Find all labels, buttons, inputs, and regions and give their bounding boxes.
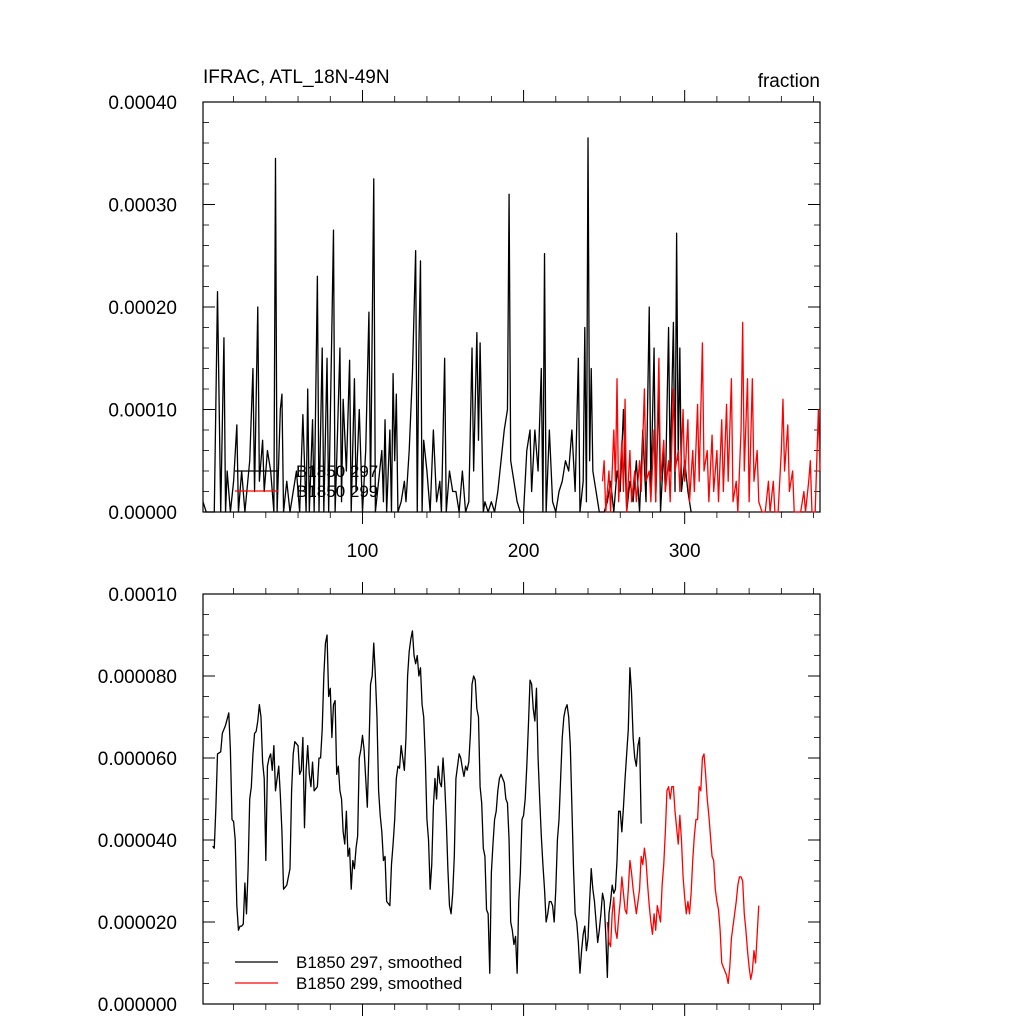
legend-label-b1850-297: B1850 297 [296,462,378,481]
y-tick-label: 0.000040 [98,831,177,852]
plot-frame-bottom [202,593,821,1005]
series-group-top [202,137,821,513]
x-tick-label: 200 [508,541,540,562]
axis-ticks-bottom: 0.000000 0.000020 0.000040 0.000060 0.000080… [98,582,820,1016]
y-tick-label: 0.000060 [98,749,177,770]
y-tick-label: 0.000080 [98,667,177,688]
y-tick-label: 0.00010 [108,401,177,422]
series-line-b1850-297 [202,137,692,513]
units-label: fraction [758,71,820,92]
legend-label-b1850-297-smoothed: B1850 297, smoothed [296,953,462,972]
y-tick-label: 0.00040 [108,93,177,114]
x-tick-label: 300 [669,541,701,562]
series-line-b1850-299 [601,321,821,513]
axis-ticks-top: 0.00000 0.00010 0.00020 0.00030 0.00040 100 20… [108,90,820,562]
legend-label-b1850-299-smoothed: B1850 299, smoothed [296,974,462,993]
y-tick-label: 0.00030 [108,196,177,217]
y-tick-label: 0.00000 [108,503,177,524]
x-tick-label: 100 [347,541,379,562]
y-tick-label: 0.00020 [108,298,177,319]
top-panel: IFRAC, ATL_18N-49N fraction 0.000000.000… [108,67,821,562]
series-line-b1850-297-smoothed [212,630,642,978]
legend-label-b1850-299: B1850 299 [296,482,378,501]
legend-bottom: B1850 297, smoothed B1850 299, smoothed [235,953,462,993]
y-tick-label: 0.00010 [108,585,177,606]
chart-title: IFRAC, ATL_18N-49N [203,67,390,88]
legend-top: B1850 297 B1850 299 [235,462,378,501]
series-line-b1850-299-smoothed [606,753,760,985]
y-tick-label: 0.000020 [98,913,177,934]
y-tick-label: 0.000000 [98,995,177,1016]
bottom-panel: 0.000000 0.000020 0.000040 0.000060 0.000080… [98,582,821,1016]
series-group-bottom [212,630,760,985]
